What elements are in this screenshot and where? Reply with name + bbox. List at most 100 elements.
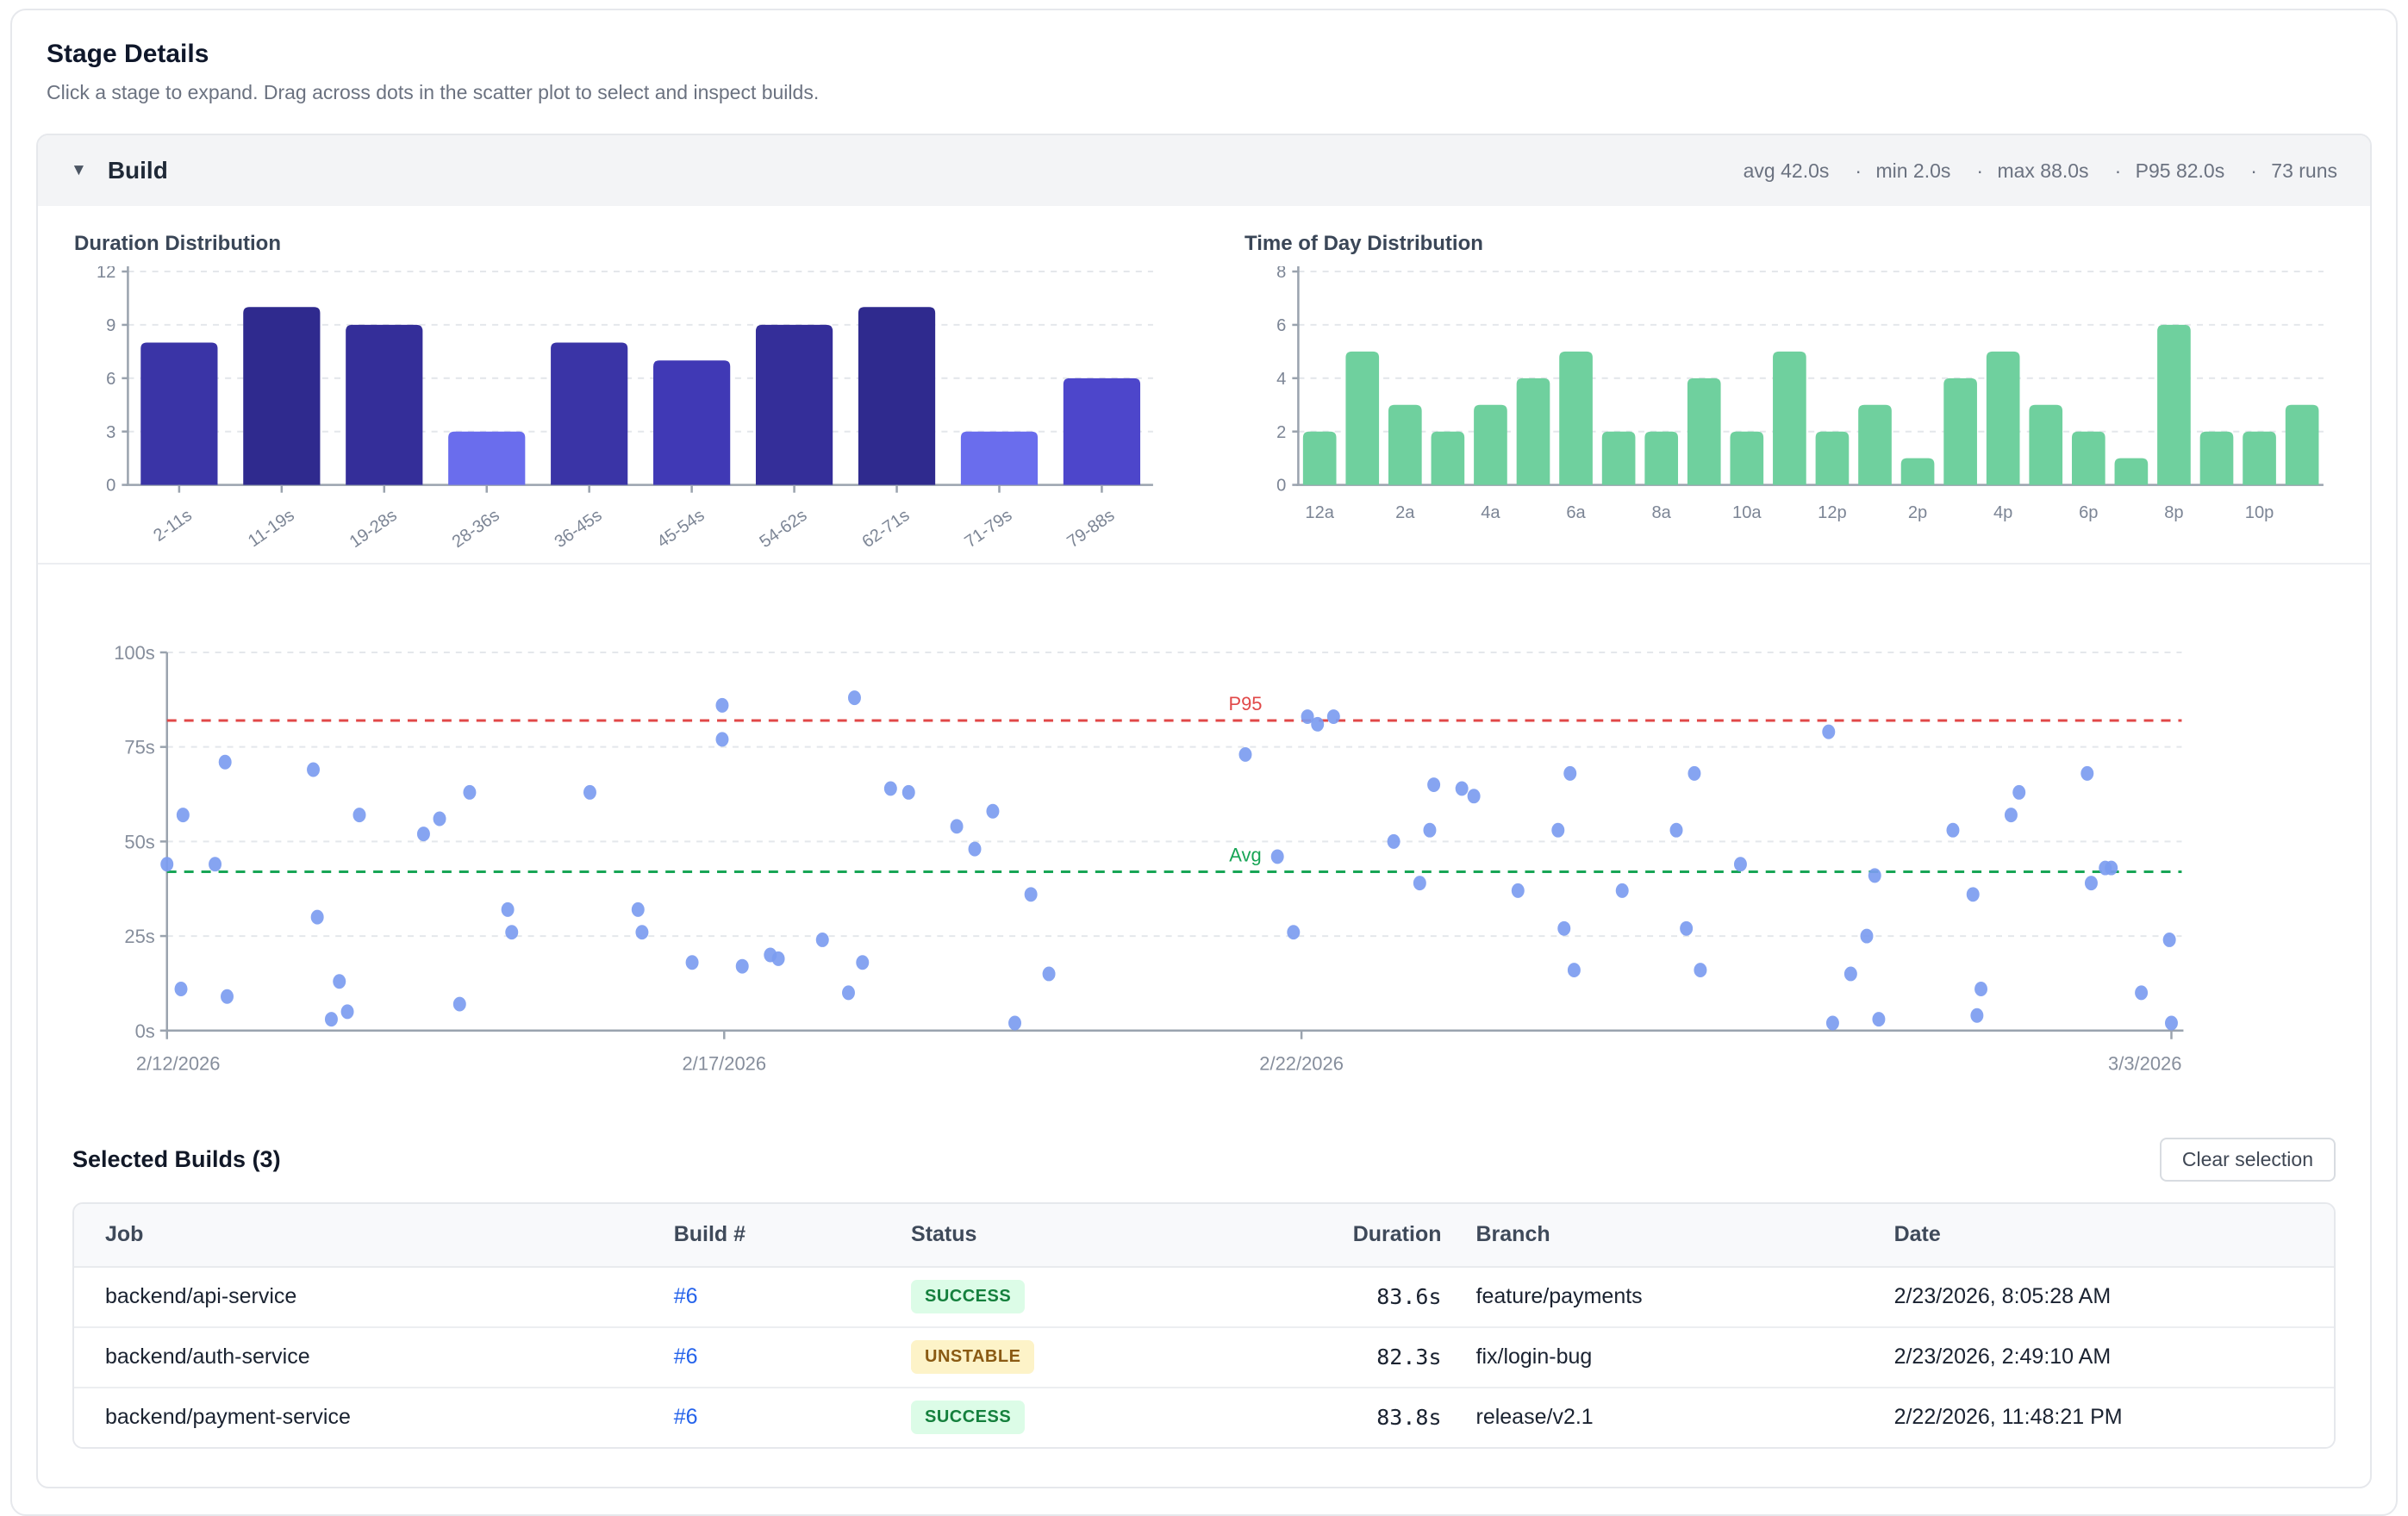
scatter-point[interactable] [1563,765,1577,781]
scatter-point[interactable] [2162,933,2176,948]
collapse-triangle-icon[interactable]: ▼ [71,161,87,179]
histogram-bar[interactable] [1687,377,1721,485]
scatter-point[interactable] [1694,963,1707,978]
scatter-point[interactable] [631,901,645,917]
scatter-point[interactable] [986,803,1000,819]
histogram-bar[interactable] [1858,404,1892,485]
scatter-point[interactable] [1974,982,1988,997]
clear-selection-button[interactable]: Clear selection [2159,1137,2336,1182]
histogram-bar[interactable] [1644,431,1679,485]
histogram-bar[interactable] [1773,351,1806,485]
build-number-link[interactable]: #6 [673,1344,698,1369]
scatter-point[interactable] [2165,1015,2178,1031]
histogram-bar[interactable] [2071,431,2105,485]
histogram-bar[interactable] [448,431,526,485]
scatter-point[interactable] [501,901,515,917]
scatter-point[interactable] [715,698,729,713]
histogram-bar[interactable] [2029,404,2063,485]
scatter-point[interactable] [883,781,897,796]
scatter-point[interactable] [815,933,829,948]
scatter-point[interactable] [1311,716,1325,732]
histogram-bar[interactable] [1815,431,1850,485]
scatter-point[interactable] [2135,985,2149,1001]
histogram-bar[interactable] [1474,404,1507,485]
scatter-point[interactable] [1946,822,1960,838]
scatter-point[interactable] [1843,966,1857,982]
scatter-point[interactable] [1326,709,1340,725]
scatter-point[interactable] [685,955,699,970]
histogram-bar[interactable] [243,307,321,485]
histogram-bar[interactable] [2114,458,2149,485]
scatter-point[interactable] [2080,765,2094,781]
histogram-bar[interactable] [1986,351,2020,485]
histogram-bar[interactable] [346,324,423,485]
scatter-point[interactable] [433,811,446,827]
histogram-bar[interactable] [1559,351,1593,485]
scatter-point[interactable] [452,996,466,1012]
histogram-bar[interactable] [1431,431,1465,485]
build-number-link[interactable]: #6 [673,1284,698,1309]
scatter-point[interactable] [2084,876,2098,891]
scatter-point[interactable] [307,762,320,777]
scatter-point[interactable] [950,819,964,834]
scatter-point[interactable] [1966,887,1980,902]
scatter-point[interactable] [209,857,222,872]
histogram-bar[interactable] [1516,377,1550,485]
scatter-point[interactable] [218,754,232,770]
scatter-point[interactable] [901,784,915,800]
scatter-point[interactable] [160,857,174,872]
scatter-point[interactable] [1008,1015,1022,1031]
scatter-point[interactable] [1860,928,1874,944]
scatter-point[interactable] [715,732,729,747]
scatter-point[interactable] [1024,887,1038,902]
histogram-bar[interactable] [1388,404,1422,485]
scatter-point[interactable] [1238,747,1252,763]
scatter-point[interactable] [1467,789,1481,804]
scatter-point[interactable] [324,1012,338,1027]
histogram-bar[interactable] [1730,431,1764,485]
scatter-point[interactable] [1270,849,1284,864]
scatter-point[interactable] [340,1004,354,1020]
histogram-bar[interactable] [2157,324,2191,485]
scatter-point[interactable] [221,989,234,1004]
scatter-point[interactable] [2012,784,2026,800]
scatter-point[interactable] [735,958,749,974]
scatter-point[interactable] [1557,920,1571,936]
build-number-link[interactable]: #6 [673,1405,698,1430]
histogram-bar[interactable] [858,307,936,485]
scatter-point[interactable] [1615,883,1629,898]
scatter-point[interactable] [1042,966,1056,982]
histogram-bar[interactable] [1601,431,1636,485]
scatter-point[interactable] [842,985,855,1001]
scatter-point[interactable] [352,808,366,823]
scatter-point[interactable] [1551,822,1565,838]
scatter-point[interactable] [1511,883,1525,898]
scatter-point[interactable] [847,690,861,706]
build-stage-header[interactable]: ▼ Build avg 42.0s min 2.0s max 88.0s P95 82… [38,135,2370,206]
scatter-point[interactable] [771,951,785,966]
histogram-bar[interactable] [653,360,731,485]
histogram-bar[interactable] [1900,458,1935,485]
scatter-point[interactable] [1680,920,1694,936]
scatter-point[interactable] [635,925,649,940]
scatter-point[interactable] [1423,822,1437,838]
scatter-point[interactable] [176,808,190,823]
scatter-point[interactable] [333,974,346,989]
scatter-point[interactable] [1822,724,1836,739]
histogram-bar[interactable] [2199,431,2234,485]
scatter-point[interactable] [463,784,477,800]
scatter-point[interactable] [1970,1008,1984,1023]
scatter-point[interactable] [1825,1015,1839,1031]
scatter-point[interactable] [1669,822,1683,838]
scatter-point[interactable] [2105,860,2118,876]
scatter-point[interactable] [1287,925,1301,940]
histogram-bar[interactable] [1302,431,1337,485]
scatter-point[interactable] [583,784,596,800]
scatter-point[interactable] [1387,833,1401,849]
scatter-point[interactable] [1455,781,1469,796]
build-scatter-plot[interactable]: 0s 25s 50s 75s 100s 2/12/2026 2/17/2026 2/22/20… [72,639,2336,1095]
scatter-point[interactable] [1687,765,1701,781]
scatter-point[interactable] [968,841,982,857]
scatter-point[interactable] [2004,808,2018,823]
histogram-bar[interactable] [1345,351,1380,485]
